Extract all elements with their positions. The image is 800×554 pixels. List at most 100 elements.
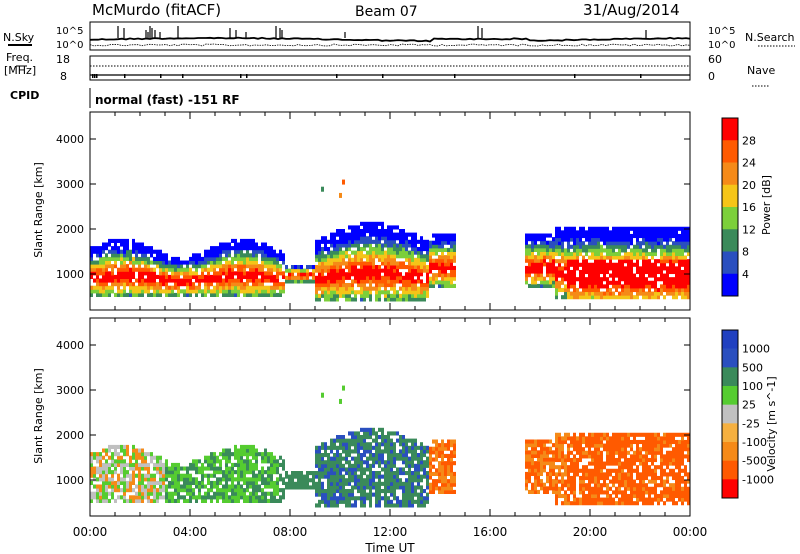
velocity-cell	[579, 475, 582, 481]
power-cell	[438, 247, 441, 252]
velocity-cell	[660, 443, 663, 448]
power-cell	[102, 256, 105, 261]
velocity-cell	[546, 457, 549, 462]
velocity-cell	[615, 439, 618, 445]
velocity-cell	[405, 503, 408, 508]
power-cell	[258, 282, 261, 287]
power-cell	[396, 254, 399, 259]
velocity-cell	[567, 465, 570, 470]
velocity-cell	[225, 495, 228, 500]
velocity-cell	[111, 462, 114, 467]
velocity-cell	[672, 439, 675, 445]
velocity-cell	[306, 481, 309, 486]
velocity-cell	[330, 474, 333, 479]
power-cell	[345, 232, 348, 237]
velocity-cell	[210, 498, 213, 503]
power-cell	[534, 283, 537, 288]
power-cell	[585, 251, 588, 257]
velocity-cell	[588, 468, 591, 473]
power-cell	[90, 264, 93, 269]
velocity-cell	[420, 478, 423, 483]
velocity-cell	[387, 438, 390, 443]
power-cell	[432, 233, 435, 238]
velocity-cell	[117, 462, 120, 467]
power-cell	[201, 267, 204, 272]
velocity-cell	[390, 467, 393, 472]
velocity-cell	[630, 493, 633, 499]
power-cell	[678, 287, 681, 293]
velocity-cell	[534, 461, 537, 466]
velocity-cell	[375, 471, 378, 476]
velocity-cell	[369, 503, 372, 508]
power-cell	[258, 264, 261, 269]
velocity-cell	[615, 486, 618, 491]
power-cell	[579, 262, 582, 267]
power-cell	[441, 247, 444, 252]
velocity-cell	[90, 495, 93, 500]
velocity-cell	[228, 473, 231, 478]
velocity-cell	[606, 468, 609, 473]
power-cell	[336, 286, 339, 291]
velocity-cell	[237, 495, 240, 500]
power-cell	[264, 260, 267, 265]
power-cell	[582, 287, 585, 293]
velocity-cell	[132, 448, 135, 453]
velocity-cell	[567, 472, 570, 477]
power-cell	[342, 290, 345, 295]
velocity-cell	[291, 481, 294, 486]
velocity-cell	[231, 480, 234, 485]
velocity-cell	[210, 452, 213, 457]
power-cell	[624, 237, 627, 242]
power-cell	[546, 269, 549, 274]
power-cell	[627, 244, 630, 249]
power-cell	[564, 226, 567, 231]
power-cell	[291, 265, 294, 270]
velocity-cell	[561, 443, 564, 448]
velocity-cell	[333, 442, 336, 447]
velocity-cell	[243, 462, 246, 467]
power-cell	[531, 262, 534, 267]
velocity-cell	[318, 503, 321, 508]
power-cell	[387, 261, 390, 266]
velocity-cell	[666, 443, 669, 448]
velocity-cell	[627, 472, 630, 477]
power-cell	[645, 277, 648, 282]
power-cell	[336, 265, 339, 270]
velocity-cell	[258, 452, 261, 457]
power-cell	[372, 261, 375, 266]
velocity-cell	[615, 450, 618, 455]
power-cell	[171, 256, 174, 261]
power-cell	[627, 233, 630, 239]
power-cell	[147, 256, 150, 261]
velocity-cell	[150, 452, 153, 457]
power-cell	[555, 248, 558, 253]
velocity-cell	[240, 444, 243, 449]
velocity-cell	[525, 486, 528, 491]
velocity-cell	[384, 449, 387, 454]
velocity-cell	[123, 491, 126, 496]
velocity-cell	[552, 450, 555, 455]
power-cell	[423, 243, 426, 248]
power-cell	[627, 259, 630, 264]
power-cell	[150, 271, 153, 276]
power-cell	[390, 286, 393, 291]
power-cell	[630, 262, 633, 267]
power-cell	[600, 255, 603, 260]
power-cell	[315, 279, 318, 284]
power-cell	[399, 247, 402, 252]
power-cell	[240, 282, 243, 287]
velocity-cell	[162, 462, 165, 467]
velocity-cell	[399, 442, 402, 447]
power-cell	[603, 284, 606, 289]
power-cell	[615, 241, 618, 246]
power-cell	[336, 232, 339, 237]
power-cell	[369, 275, 372, 280]
velocity-cell	[261, 459, 264, 464]
power-cell	[189, 271, 192, 276]
power-cell	[666, 233, 669, 239]
power-cell	[678, 284, 681, 289]
power-cell	[297, 265, 300, 270]
power-cell	[558, 237, 561, 242]
power-cell	[114, 253, 117, 258]
power-cell	[243, 274, 246, 279]
